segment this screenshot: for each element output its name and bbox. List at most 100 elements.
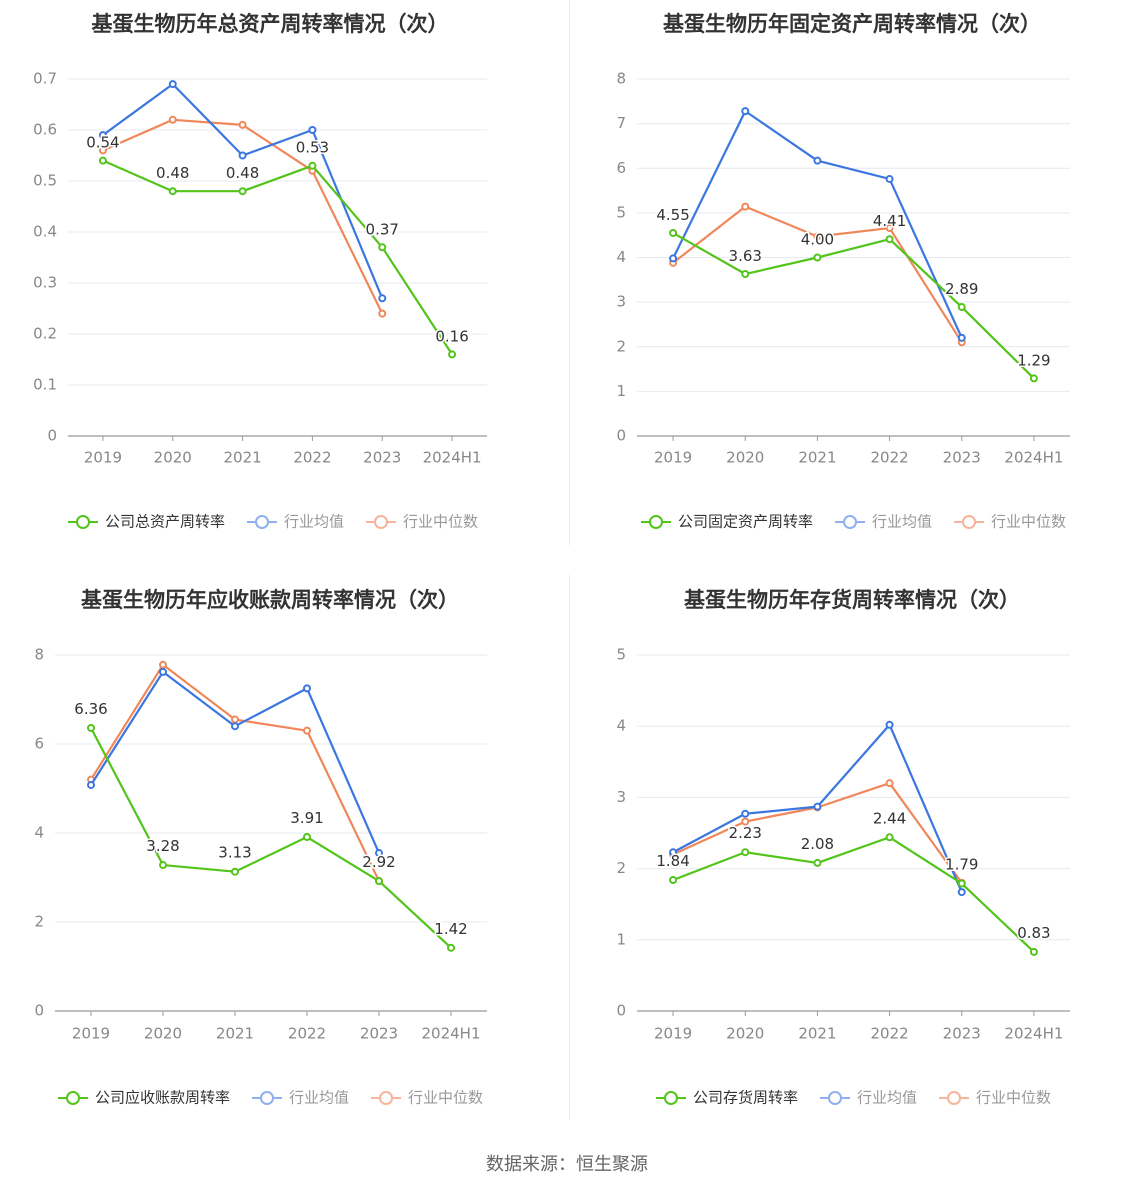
legend-marker-industry_median [947,1091,962,1105]
x-tick-label: 2022 [288,1025,326,1043]
data-point-company [159,861,167,870]
data-label: 0.48 [156,164,189,182]
y-tick-label: 1 [616,382,626,400]
x-tick-label: 2022 [870,1025,908,1043]
y-tick-label: 3 [616,788,626,806]
y-tick-label: 8 [616,70,626,88]
y-tick-label: 0 [616,1002,626,1020]
data-point-industry_median [741,202,750,211]
data-point-company [98,156,107,165]
data-point-industry_median [168,115,177,124]
data-point-company [1029,947,1038,956]
y-tick-label: 0.6 [33,121,57,139]
data-point-industry_avg [87,780,95,789]
data-point-company [168,187,177,196]
data-label: 2.89 [945,280,978,298]
data-point-company [957,879,966,888]
x-tick-label: 2023 [943,1025,981,1043]
x-tick-label: 2024H1 [1004,449,1063,467]
y-tick-label: 4 [616,717,626,735]
data-point-company [813,858,822,867]
x-tick-label: 2022 [293,449,331,467]
legend-label-industry_median: 行业中位数 [408,1089,483,1107]
data-point-company [741,270,750,279]
y-tick-label: 0 [47,427,57,445]
data-point-company [885,833,894,842]
data-point-industry_avg [885,174,894,183]
x-tick-label: 2023 [943,449,981,467]
y-tick-label: 8 [34,646,44,664]
x-tick-label: 2019 [72,1025,110,1043]
data-point-company [885,235,894,244]
data-point-company [1029,374,1038,383]
data-point-industry_median [378,309,387,318]
series-line-company [672,836,1035,953]
data-point-company [378,243,387,252]
data-point-company [669,875,678,884]
data-point-industry_avg [885,720,894,729]
data-point-industry_avg [378,294,387,303]
x-tick-label: 2022 [870,449,908,467]
data-point-industry_median [813,232,822,241]
legend-marker-industry_median [379,1091,394,1105]
data-point-company [448,350,457,359]
legend-label-industry_median: 行业中位数 [403,513,478,531]
x-tick-label: 2023 [363,449,401,467]
data-point-company [957,303,966,312]
y-tick-label: 0 [34,1002,44,1020]
data-label: 3.28 [146,837,179,855]
data-label: 1.42 [434,920,467,938]
data-point-industry_avg [308,126,317,134]
y-tick-label: 0.5 [33,172,57,190]
data-label: 2.44 [873,809,906,827]
data-label: 6.36 [74,700,107,718]
data-point-industry_avg [669,254,678,263]
legend-label-industry_median: 行业中位数 [976,1089,1051,1107]
data-point-industry_avg [159,667,167,676]
data-label: 3.63 [729,247,762,265]
data-label: 2.23 [729,824,762,842]
data-label: 0.54 [86,134,119,152]
data-label: 2.92 [362,853,395,871]
data-label: 1.79 [945,856,978,874]
legend-label-industry_avg: 行业均值 [289,1089,349,1107]
legend-marker-company [664,1091,678,1105]
x-tick-label: 2020 [726,449,764,467]
legend-marker-industry_median [962,515,977,529]
data-point-industry_median [98,146,107,155]
chart-title: 基蛋生物历年存货周转率情况（次） [684,588,1020,612]
data-point-company [669,228,678,237]
panel-divider-bottom [569,575,570,1120]
x-tick-label: 2020 [726,1025,764,1043]
series-line-industry_median [672,205,963,343]
data-point-company [813,253,822,262]
data-point-company [308,161,317,170]
x-tick-label: 2021 [223,449,261,467]
series-line-industry_avg [90,670,381,854]
data-point-company [741,848,750,857]
data-label: 3.91 [290,809,323,827]
data-point-industry_avg [957,333,966,342]
data-point-industry_median [238,120,247,129]
x-tick-label: 2024H1 [423,449,482,467]
y-tick-label: 7 [616,114,626,132]
x-tick-label: 2019 [84,449,122,467]
data-label: 0.53 [296,139,329,157]
y-tick-label: 0.2 [33,325,57,343]
legend-marker-industry_median [374,515,389,529]
data-label: 1.29 [1017,351,1050,369]
legend-label-company: 公司总资产周转率 [105,513,225,531]
data-label: 4.00 [801,231,834,249]
data-label: 3.13 [218,844,251,862]
x-tick-label: 2023 [360,1025,398,1043]
legend-marker-industry_avg [828,1091,843,1105]
legend-marker-industry_avg [843,515,858,529]
legend-marker-industry_avg [260,1091,275,1105]
data-label: 1.84 [656,852,689,870]
chart-title: 基蛋生物历年应收账款周转率情况（次） [81,588,459,612]
series-line-industry_median [102,118,384,315]
data-point-company [375,877,383,886]
y-tick-label: 2 [616,337,626,355]
data-point-industry_median [303,726,311,735]
